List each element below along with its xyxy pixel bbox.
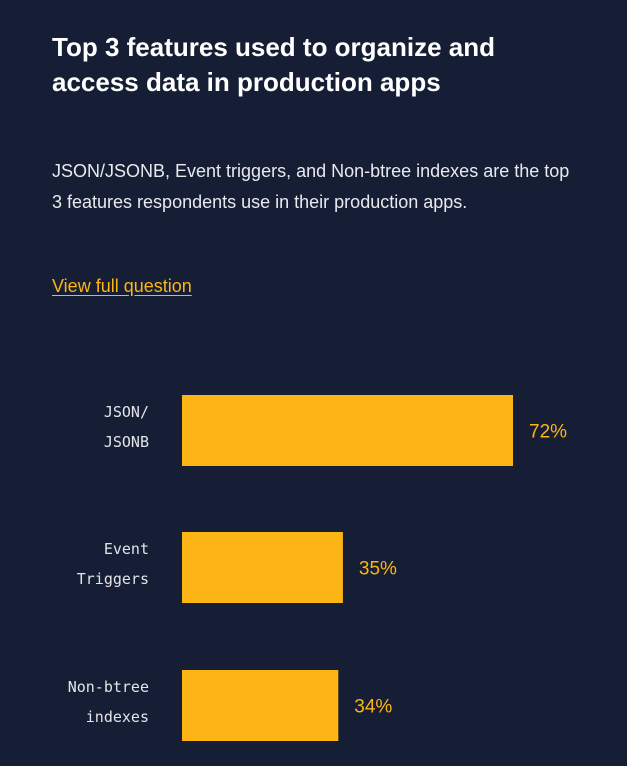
category-label: Non-btree xyxy=(68,678,149,696)
category-label: JSONB xyxy=(104,433,149,451)
value-label: 72% xyxy=(529,422,567,443)
view-full-question-link[interactable]: View full question xyxy=(52,276,192,296)
category-label: JSON/ xyxy=(104,403,149,421)
bar-0 xyxy=(182,395,513,466)
bar-2 xyxy=(182,670,339,741)
category-label: Triggers xyxy=(77,570,149,588)
value-label: 34% xyxy=(354,697,392,718)
category-label: Event xyxy=(104,540,149,558)
value-label: 35% xyxy=(359,559,397,580)
bar-1 xyxy=(182,532,343,603)
category-label: indexes xyxy=(86,708,149,726)
bar-chart: JSON/JSONB 72% Event Triggers 35% Non-btree in… xyxy=(68,395,567,741)
chart-title: Top 3 features used to organize and acce… xyxy=(52,32,496,97)
chart-description: JSON/JSONB, Event triggers, and Non-btre… xyxy=(52,161,570,212)
